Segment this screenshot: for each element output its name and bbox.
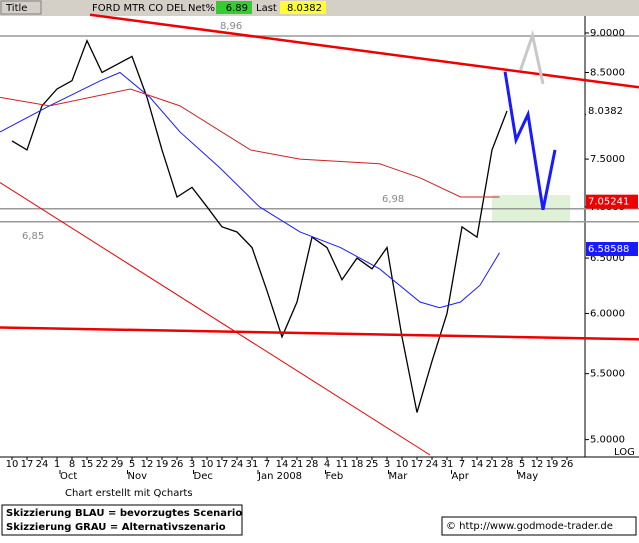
- series-line: [0, 182, 431, 456]
- y-tick-label: 6.5000: [590, 253, 625, 264]
- x-tick-label: 3: [189, 459, 195, 470]
- x-tick-label: 17: [411, 459, 424, 470]
- month-label: Jan 2008: [257, 471, 302, 482]
- series-line: [89, 13, 639, 89]
- url-box: [441, 516, 637, 536]
- series-line: [0, 326, 639, 341]
- x-tick-label: 22: [96, 459, 109, 470]
- x-tick-label: 10: [201, 459, 214, 470]
- x-tick-label: 28: [306, 459, 319, 470]
- x-tick-label: 12: [531, 459, 544, 470]
- x-tick-label: 14: [471, 459, 484, 470]
- legend-box: [1, 504, 243, 536]
- y-tick-label: 7.5000: [590, 154, 625, 165]
- x-tick-label: 18: [351, 459, 364, 470]
- x-tick-label: 31: [441, 459, 454, 470]
- y-tick-label: 5.5000: [590, 369, 625, 380]
- last-value-box: [586, 194, 638, 209]
- month-label: Apr: [452, 471, 470, 482]
- last-value-label: 8.0382: [588, 106, 623, 117]
- series-line: [11, 39, 508, 413]
- x-tick-label: 19: [546, 459, 559, 470]
- last-value-box: [586, 242, 638, 257]
- month-label: Nov: [128, 471, 148, 482]
- x-tick-label: 28: [501, 459, 514, 470]
- month-label: May: [518, 471, 539, 482]
- series-line: [0, 71, 500, 309]
- series-line: [503, 71, 557, 211]
- level-label: 6,98: [382, 194, 404, 205]
- x-tick-label: 26: [561, 459, 574, 470]
- scale-label: LOG: [614, 447, 635, 458]
- x-tick-label: 7: [264, 459, 270, 470]
- month-label: Feb: [326, 471, 344, 482]
- month-label: Oct: [60, 471, 77, 482]
- series-line: [519, 29, 545, 85]
- level-label: 8,96: [220, 21, 242, 32]
- last-label: Last: [256, 3, 277, 14]
- x-tick-label: 5: [519, 459, 525, 470]
- title-box-text: Title: [5, 3, 27, 14]
- y-tick-label: 5.0000: [590, 435, 625, 446]
- x-tick-label: 14: [276, 459, 289, 470]
- x-tick-label: 1: [54, 459, 60, 470]
- x-tick-label: 25: [366, 459, 379, 470]
- x-tick-label: 3: [384, 459, 390, 470]
- net-value: 6.89: [226, 3, 248, 14]
- legend-line: Skizzierung BLAU = bevorzugtes Scenario: [6, 508, 242, 519]
- x-tick-label: 17: [216, 459, 229, 470]
- last-value: 8.0382: [287, 3, 322, 14]
- last-box: [280, 1, 326, 14]
- last-value-box: [586, 104, 638, 119]
- x-tick-label: 29: [111, 459, 124, 470]
- x-tick-label: 4: [324, 459, 330, 470]
- symbol: FORD MTR CO DEL: [92, 3, 186, 14]
- y-tick-label: 6.0000: [590, 308, 625, 319]
- series-line: [0, 88, 500, 198]
- x-tick-label: 17: [21, 459, 34, 470]
- x-tick-label: 24: [231, 459, 244, 470]
- net-label: Net%: [188, 3, 215, 14]
- x-tick-label: 5: [129, 459, 135, 470]
- url: © http://www.godmode-trader.de: [446, 521, 613, 532]
- x-tick-label: 15: [81, 459, 94, 470]
- x-tick-label: 11: [336, 459, 349, 470]
- title-box: [0, 0, 42, 15]
- last-value-label: 6.58588: [588, 244, 629, 255]
- month-label: Mar: [389, 471, 409, 482]
- y-tick-label: 9.0000: [590, 28, 625, 39]
- x-tick-label: 10: [6, 459, 19, 470]
- x-tick-label: 10: [396, 459, 409, 470]
- x-tick-label: 31: [246, 459, 259, 470]
- x-tick-label: 19: [156, 459, 169, 470]
- net-box: [216, 1, 252, 14]
- legend-line: Skizzierung GRAU = Alternativszenario: [6, 522, 226, 533]
- credit: Chart erstellt mit Qcharts: [65, 488, 193, 499]
- last-value-label: 7.05241: [588, 197, 629, 208]
- level-label: 6,85: [22, 231, 44, 242]
- x-tick-label: 21: [291, 459, 304, 470]
- month-label: Dec: [194, 471, 213, 482]
- x-tick-label: 12: [141, 459, 154, 470]
- x-tick-label: 24: [426, 459, 439, 470]
- x-tick-label: 24: [36, 459, 49, 470]
- x-tick-label: 26: [171, 459, 184, 470]
- y-tick-label: 8.5000: [590, 68, 625, 79]
- x-tick-label: 8: [69, 459, 75, 470]
- x-tick-label: 21: [486, 459, 499, 470]
- x-tick-label: 7: [459, 459, 465, 470]
